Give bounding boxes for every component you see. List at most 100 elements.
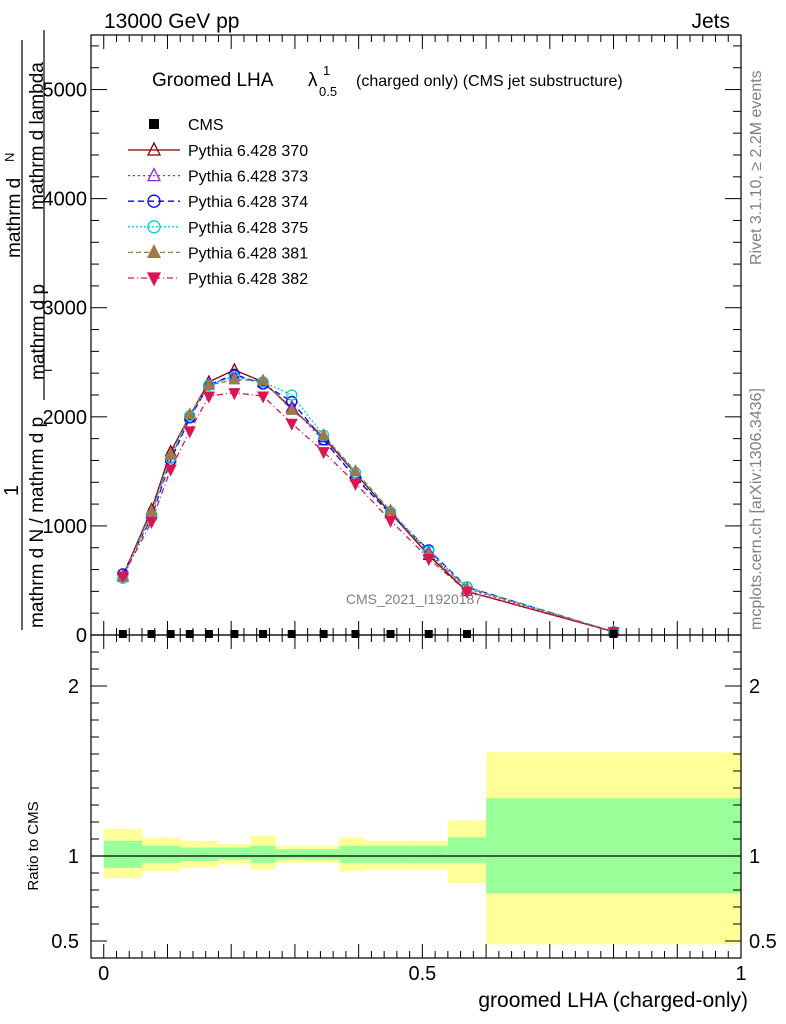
x-tick-label: 0.5 bbox=[408, 963, 436, 985]
y-label-dp: mathrm d p bbox=[28, 284, 49, 380]
data-marker bbox=[145, 504, 158, 517]
ratio-tick-label: 0.5 bbox=[51, 931, 79, 953]
ratio-y-label: Ratio to CMS bbox=[25, 801, 42, 890]
data-marker bbox=[183, 426, 196, 439]
y-label-numerator: 1 bbox=[1, 485, 23, 496]
data-marker bbox=[351, 630, 360, 638]
data-marker bbox=[462, 630, 471, 638]
ratio-band-inner bbox=[103, 840, 142, 868]
ratio-band-inner bbox=[339, 845, 366, 863]
title-prefix: Groomed LHA bbox=[152, 70, 274, 91]
ratio-band-inner bbox=[409, 845, 448, 863]
header-left: 13000 GeV pp bbox=[104, 10, 239, 33]
ratio-band-inner bbox=[301, 849, 340, 860]
data-marker bbox=[230, 630, 239, 638]
data-marker bbox=[257, 391, 270, 404]
legend-label: Pythia 6.428 375 bbox=[188, 220, 308, 237]
ratio-band-inner bbox=[447, 837, 487, 863]
legend: CMS Pythia 6.428 370 Pythia 6.428 373 Pythi… bbox=[128, 117, 308, 288]
data-marker bbox=[257, 373, 270, 386]
y-label-mathrm-d: mathrm d bbox=[4, 178, 25, 258]
data-marker bbox=[317, 427, 330, 441]
data-marker bbox=[609, 630, 618, 638]
legend-label: CMS bbox=[188, 117, 224, 134]
y-label-dlambda: mathrm d lambda bbox=[27, 62, 48, 210]
y-label-T: T bbox=[41, 366, 55, 374]
data-marker bbox=[317, 447, 330, 460]
mcplots-label: mcplots.cern.ch [arXiv:1306.3436] bbox=[748, 388, 765, 630]
main-panel: 0 1000 2000 3000 4000 5000 bbox=[43, 34, 742, 647]
data-marker bbox=[384, 503, 397, 516]
data-marker bbox=[204, 630, 213, 638]
data-marker bbox=[259, 630, 268, 638]
data-marker bbox=[146, 243, 162, 259]
ratio-band-inner bbox=[275, 849, 302, 860]
legend-label: Pythia 6.428 382 bbox=[188, 271, 308, 288]
ratio-band-inner bbox=[365, 845, 410, 863]
y-tick-label: 5000 bbox=[43, 80, 88, 102]
series-line bbox=[122, 392, 614, 633]
data-marker bbox=[228, 372, 241, 385]
data-marker bbox=[319, 630, 328, 638]
data-marker bbox=[202, 391, 215, 404]
legend-label: Pythia 6.428 373 bbox=[188, 169, 308, 186]
ratio-band-inner bbox=[180, 847, 200, 862]
x-axis-label: groomed LHA (charged-only) bbox=[478, 989, 748, 1012]
y-axis-label: 1 mathrm d N / mathrm d p mathrm d N mat… bbox=[1, 30, 55, 630]
series-line bbox=[122, 375, 614, 633]
data-marker bbox=[147, 194, 161, 208]
ratio-band-inner bbox=[250, 845, 276, 863]
data-marker bbox=[146, 141, 162, 156]
title-suffix: (charged only) (CMS jet substructure) bbox=[356, 73, 623, 90]
ratio-band-inner bbox=[199, 847, 219, 862]
data-marker bbox=[285, 418, 298, 431]
header-right: Jets bbox=[691, 10, 730, 33]
title-lambda: λ bbox=[308, 70, 318, 91]
ratio-band-inner bbox=[161, 845, 181, 863]
data-marker bbox=[146, 272, 162, 287]
y-tick-label: 3000 bbox=[43, 298, 88, 320]
ratio-band-inner bbox=[141, 845, 162, 863]
data-marker bbox=[147, 630, 156, 638]
data-marker bbox=[145, 516, 158, 529]
chart-title: Groomed LHA λ 1 0.5 (charged only) (CMS … bbox=[152, 63, 623, 99]
legend-label: Pythia 6.428 370 bbox=[188, 143, 308, 160]
title-sub: 0.5 bbox=[319, 84, 337, 99]
y-tick-label: 0 bbox=[76, 625, 87, 647]
data-marker bbox=[116, 571, 129, 584]
data-marker bbox=[149, 119, 159, 129]
data-marker bbox=[422, 553, 435, 567]
data-marker bbox=[164, 464, 177, 477]
data-marker bbox=[202, 377, 215, 390]
ratio-frame bbox=[90, 634, 742, 959]
ratio-band-inner bbox=[486, 798, 741, 894]
ratio-band-inner bbox=[218, 847, 251, 860]
data-marker bbox=[118, 630, 127, 638]
data-marker bbox=[384, 515, 397, 528]
rivet-label: Rivet 3.1.10, ≥ 2.2M events bbox=[748, 70, 765, 265]
y-label-N: N bbox=[2, 153, 17, 162]
y-tick-label: 1000 bbox=[43, 516, 88, 538]
ratio-tick-label: 1 bbox=[68, 846, 79, 868]
data-marker bbox=[349, 463, 362, 477]
legend-label: Pythia 6.428 381 bbox=[188, 245, 308, 262]
data-marker bbox=[228, 388, 241, 401]
y-tick-label: 2000 bbox=[43, 407, 88, 429]
ratio-tick-label: 2 bbox=[68, 676, 79, 698]
y-label-denominator: mathrm d N / mathrm d p bbox=[27, 417, 48, 628]
data-marker bbox=[287, 630, 296, 638]
x-tick-label: 0 bbox=[98, 963, 109, 985]
data-marker bbox=[386, 630, 395, 638]
data-marker bbox=[349, 478, 362, 491]
legend-label: Pythia 6.428 374 bbox=[188, 194, 308, 211]
series-line bbox=[122, 379, 614, 633]
y-tick-label: 4000 bbox=[43, 189, 88, 211]
watermark: CMS_2021_I1920187 bbox=[346, 591, 482, 607]
data-marker bbox=[185, 630, 194, 638]
data-marker bbox=[164, 447, 177, 460]
data-marker bbox=[286, 389, 298, 401]
data-marker bbox=[285, 402, 298, 415]
ratio-tick-label-right: 2 bbox=[749, 676, 760, 698]
title-sup: 1 bbox=[323, 63, 330, 78]
